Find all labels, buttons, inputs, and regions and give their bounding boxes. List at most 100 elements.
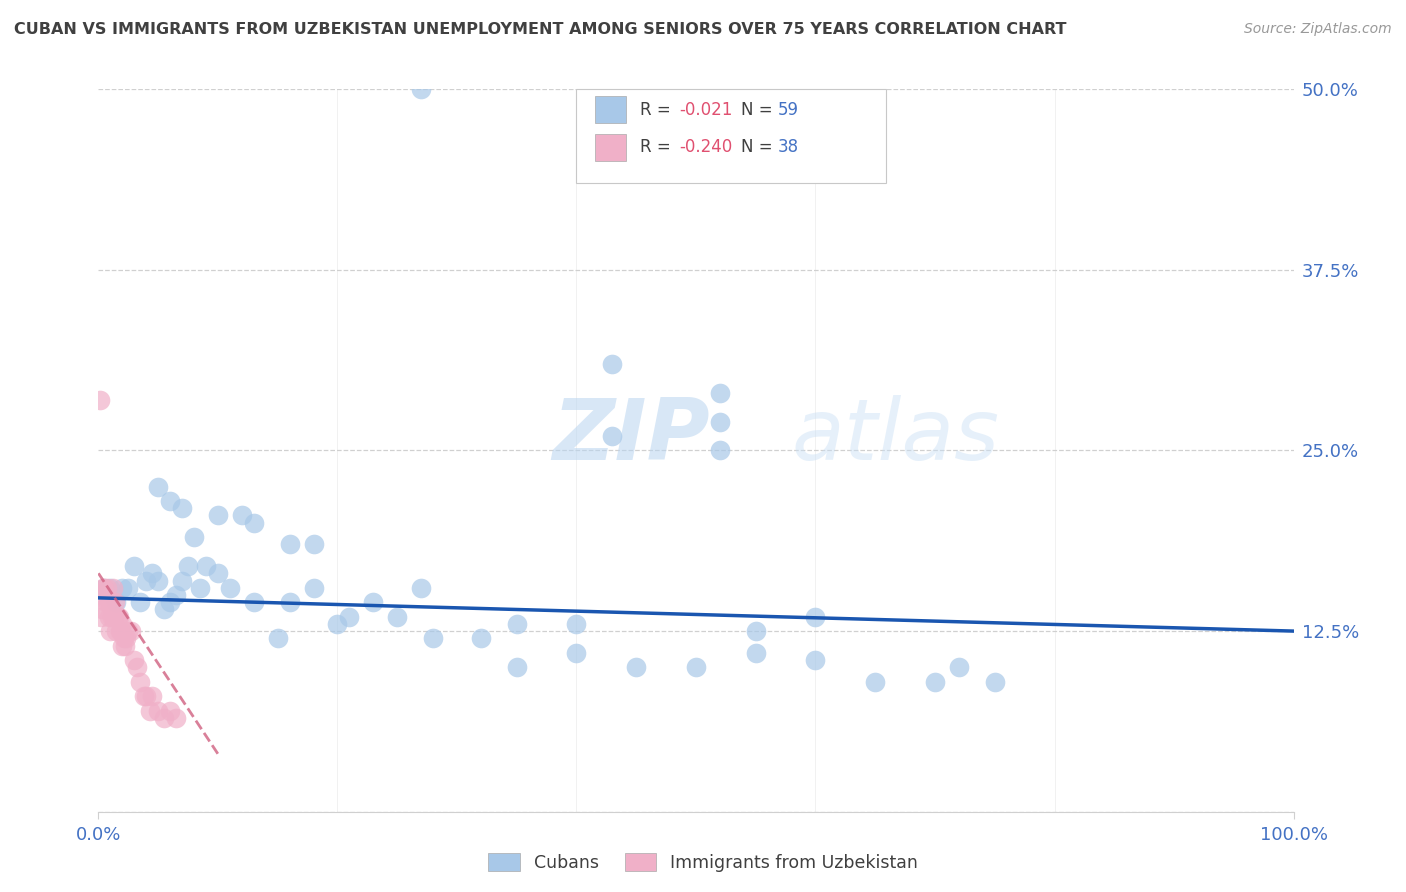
Point: [602, 429, 624, 443]
Point: [709, 415, 731, 429]
Point: [165, 588, 187, 602]
Point: [207, 566, 229, 581]
Point: [124, 559, 146, 574]
Point: [117, 581, 139, 595]
Point: [302, 581, 325, 595]
Point: [243, 516, 266, 530]
Point: [153, 711, 176, 725]
Point: [148, 480, 170, 494]
Point: [172, 501, 194, 516]
Point: [125, 660, 148, 674]
Point: [117, 624, 139, 639]
Point: [132, 689, 155, 703]
Point: [411, 581, 433, 595]
Point: [110, 624, 132, 639]
Point: [278, 537, 301, 551]
Text: -0.021: -0.021: [679, 101, 733, 119]
Point: [565, 646, 588, 660]
Point: [111, 639, 134, 653]
Point: [97, 595, 120, 609]
Point: [165, 711, 187, 725]
Point: [411, 82, 433, 96]
Point: [103, 609, 125, 624]
Point: [111, 581, 134, 595]
Point: [984, 674, 1007, 689]
Point: [108, 624, 131, 639]
Text: ZIP: ZIP: [553, 394, 710, 477]
Point: [101, 581, 124, 595]
Point: [98, 609, 121, 624]
Text: N =: N =: [741, 138, 778, 156]
Point: [804, 653, 827, 667]
Point: [231, 508, 253, 523]
Text: atlas: atlas: [792, 394, 1000, 477]
Text: R =: R =: [640, 138, 676, 156]
Point: [470, 632, 492, 646]
Point: [120, 624, 142, 639]
Point: [98, 624, 122, 639]
Point: [685, 660, 707, 674]
Point: [948, 660, 970, 674]
Point: [153, 602, 176, 616]
Point: [243, 595, 266, 609]
Point: [602, 357, 624, 371]
Point: [865, 674, 887, 689]
Point: [139, 704, 162, 718]
Text: R =: R =: [640, 101, 676, 119]
Point: [924, 674, 946, 689]
Point: [129, 674, 152, 689]
Point: [100, 609, 122, 624]
Legend: Cubans, Immigrants from Uzbekistan: Cubans, Immigrants from Uzbekistan: [481, 847, 925, 879]
Point: [135, 689, 157, 703]
Point: [326, 616, 349, 631]
Point: [339, 609, 361, 624]
Point: [506, 616, 529, 631]
Point: [135, 574, 157, 588]
Point: [98, 595, 122, 609]
Point: [129, 595, 152, 609]
Point: [188, 581, 211, 595]
Point: [148, 704, 170, 718]
Point: [107, 609, 129, 624]
Point: [148, 574, 170, 588]
Point: [422, 632, 444, 646]
Point: [745, 624, 768, 639]
Point: [105, 595, 128, 609]
Point: [115, 632, 138, 646]
Point: [141, 566, 163, 581]
Point: [207, 508, 229, 523]
Text: 59: 59: [778, 101, 799, 119]
Point: [278, 595, 301, 609]
Point: [159, 595, 181, 609]
Text: 38: 38: [778, 138, 799, 156]
Point: [107, 609, 129, 624]
Point: [94, 595, 117, 609]
Point: [89, 392, 111, 407]
Point: [124, 653, 146, 667]
Point: [159, 494, 181, 508]
Point: [90, 609, 112, 624]
Point: [104, 595, 127, 609]
Point: [177, 559, 200, 574]
Point: [183, 530, 205, 544]
Point: [195, 559, 218, 574]
Point: [172, 574, 194, 588]
Text: N =: N =: [741, 101, 778, 119]
Text: -0.240: -0.240: [679, 138, 733, 156]
Point: [114, 639, 136, 653]
Point: [159, 704, 181, 718]
Point: [93, 581, 115, 595]
Point: [96, 581, 118, 595]
Point: [363, 595, 385, 609]
Point: [91, 602, 114, 616]
Point: [91, 581, 114, 595]
Point: [112, 632, 135, 646]
Point: [506, 660, 529, 674]
Point: [745, 646, 768, 660]
Point: [93, 581, 115, 595]
Point: [98, 581, 122, 595]
Point: [565, 616, 588, 631]
Point: [111, 616, 134, 631]
Text: Source: ZipAtlas.com: Source: ZipAtlas.com: [1244, 22, 1392, 37]
Point: [626, 660, 648, 674]
